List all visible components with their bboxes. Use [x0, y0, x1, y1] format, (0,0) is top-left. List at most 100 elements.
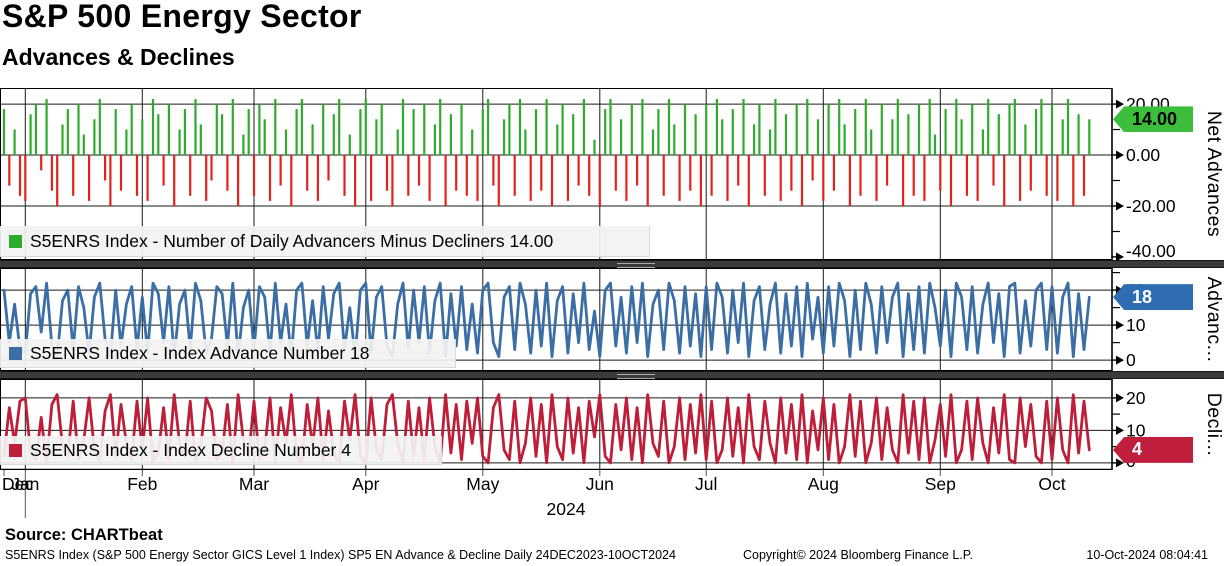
net-advance-bar: [960, 119, 963, 155]
net-advance-bar: [1082, 155, 1086, 196]
x-tick-label: Jul: [695, 474, 717, 494]
net-advance-bar: [183, 109, 186, 155]
net-advance-bar: [295, 109, 298, 155]
net-advance-bar: [119, 155, 123, 191]
legend-red-swatch-icon: [9, 443, 22, 457]
net-advance-bar: [98, 99, 101, 156]
net-advance-bar: [822, 155, 825, 201]
net-advance-bar: [401, 99, 405, 156]
net-advance-bar: [1035, 109, 1038, 155]
series-line: [2, 281, 1091, 358]
net-advance-bar: [476, 155, 479, 201]
legend-advance-number[interactable]: S5ENRS Index - Index Advance Number 18: [0, 339, 456, 368]
net-advance-bar: [891, 119, 894, 155]
x-tick-label: May: [466, 474, 499, 494]
net-advance-bar: [763, 155, 766, 196]
y-tick-label: 0: [1126, 350, 1136, 370]
net-advance-bar: [114, 109, 117, 155]
net-advance-bar: [444, 155, 447, 206]
page-subtitle: Advances & Declines: [2, 44, 235, 70]
net-advance-bar: [226, 155, 229, 191]
net-advance-bar: [769, 129, 772, 155]
net-advance-bar: [779, 155, 782, 201]
net-advance-bar: [976, 155, 979, 201]
net-advance-bar: [896, 99, 899, 156]
net-advance-bar: [705, 104, 708, 156]
net-advance-bar: [1029, 155, 1032, 191]
net-advance-bar: [194, 99, 197, 156]
net-advance-bar: [620, 119, 623, 155]
net-advance-bar: [348, 134, 351, 155]
net-advance-bar: [710, 155, 713, 196]
net-advance-bar: [396, 129, 399, 155]
net-advance-bar: [1077, 114, 1080, 155]
net-advance-bar: [34, 104, 37, 156]
net-advance-bar: [61, 124, 64, 155]
net-advance-bar: [130, 104, 133, 156]
net-advance-bar: [625, 155, 628, 201]
net-advance-bar: [646, 155, 649, 206]
net-advance-bar: [66, 109, 69, 155]
advance-number-panel: 20100Advanc...: [0, 268, 1224, 371]
net-advance-bar: [816, 119, 820, 155]
y-tick-arrow-icon: [1116, 252, 1124, 260]
y-tick-arrow-icon: [1116, 355, 1124, 365]
net-advance-bar: [715, 99, 718, 156]
net-advance-bar: [311, 124, 314, 155]
x-tick-label: Oct: [1038, 474, 1065, 494]
y-tick-label: -40.00: [1126, 241, 1176, 260]
net-advance-bar: [566, 155, 569, 201]
net-advance-bar: [971, 104, 974, 156]
net-advance-bar: [417, 155, 421, 186]
net-advance-bar: [465, 155, 468, 196]
net-advance-bar: [93, 119, 96, 155]
net-advance-bar: [24, 155, 27, 201]
net-advance-bar: [221, 114, 224, 155]
net-advance-bar: [556, 124, 559, 155]
net-advance-bar: [13, 129, 16, 155]
net-advance-bar: [449, 114, 452, 155]
net-advance-bar: [146, 155, 149, 201]
y-tick-label: 0.00: [1126, 145, 1160, 165]
y-tick-arrow-icon: [1116, 425, 1124, 435]
net-advance-bar: [721, 119, 724, 155]
separator-grip-icon[interactable]: [617, 374, 655, 379]
net-advance-bar: [162, 155, 165, 186]
net-advance-bar: [263, 119, 266, 155]
net-advance-bar: [641, 99, 644, 156]
net-advance-bar: [737, 155, 740, 186]
net-advance-bar: [8, 155, 11, 186]
net-advance-bar: [290, 155, 293, 206]
legend-decline-number[interactable]: S5ENRS Index - Index Decline Number 4: [0, 436, 442, 465]
net-advance-bar: [471, 129, 474, 155]
net-advance-bar: [529, 155, 532, 201]
net-advance-bar: [316, 155, 319, 201]
net-advance-bar: [694, 114, 697, 155]
net-advance-bar: [604, 109, 607, 155]
panel-separator-1[interactable]: [0, 260, 1224, 268]
panel-separator-2[interactable]: [0, 371, 1224, 379]
net-advance-bar: [630, 104, 633, 156]
net-advance-bar: [1013, 99, 1016, 156]
net-advance-bar: [811, 155, 814, 181]
net-advance-bar: [758, 104, 761, 156]
x-tick-label: Jan: [11, 474, 39, 494]
x-tick-label: Jun: [586, 474, 614, 494]
net-advance-bar: [593, 139, 596, 155]
net-advance-bar: [965, 155, 968, 196]
net-advance-bar: [987, 99, 990, 156]
legend-net-advances[interactable]: S5ENRS Index - Number of Daily Advancers…: [0, 226, 650, 257]
net-advance-bar: [875, 155, 878, 201]
net-advance-bar: [487, 99, 490, 156]
net-advance-bar: [540, 155, 543, 191]
separator-grip-icon[interactable]: [617, 263, 655, 268]
net-advance-bar: [992, 155, 995, 186]
net-advance-bar: [231, 99, 234, 156]
y-tick-label: -20.00: [1126, 196, 1176, 216]
net-advance-bar: [928, 99, 931, 156]
net-advance-bar: [572, 114, 575, 155]
net-advance-bar: [753, 124, 756, 155]
y-tick-label: 10: [1126, 420, 1146, 440]
net-advance-bar: [199, 124, 202, 155]
last-value-badge-decline: 4: [1113, 436, 1193, 463]
